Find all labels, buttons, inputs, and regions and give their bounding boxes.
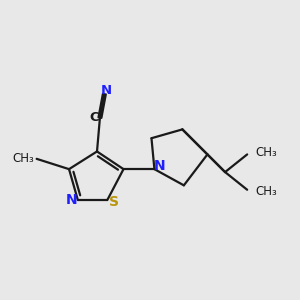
Text: N: N [100,84,111,97]
Text: N: N [66,193,77,207]
Text: CH₃: CH₃ [255,146,277,159]
Text: CH₃: CH₃ [255,185,277,198]
Text: C: C [90,111,100,124]
Text: S: S [109,195,119,209]
Text: CH₃: CH₃ [12,152,34,165]
Text: N: N [154,159,166,172]
